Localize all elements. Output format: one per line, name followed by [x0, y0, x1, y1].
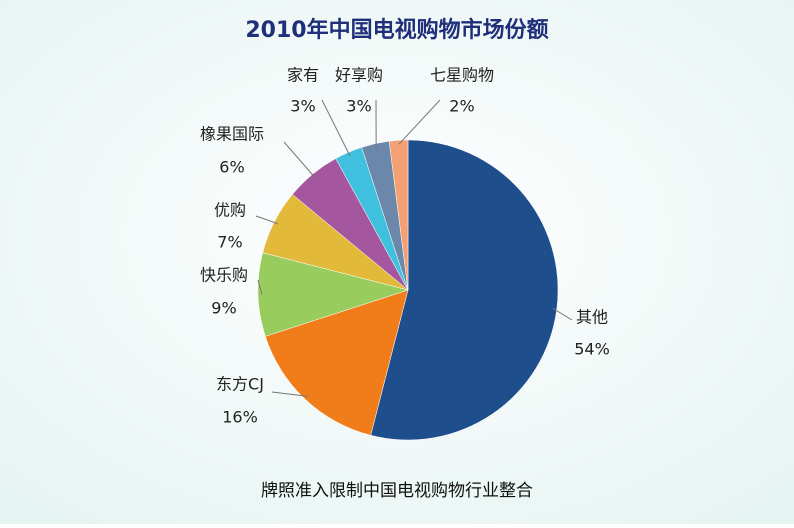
- slice-label: 东方CJ: [216, 375, 264, 394]
- slice-value-label: 3%: [346, 97, 371, 116]
- chart-title: 2010年中国电视购物市场份额: [245, 17, 548, 43]
- slice-label: 优购: [214, 201, 246, 220]
- slice-label: 橡果国际: [200, 125, 264, 144]
- slice-value-label: 2%: [449, 97, 474, 116]
- slice-value-label: 7%: [217, 233, 242, 252]
- slice-value-label: 3%: [290, 97, 315, 116]
- slice-value-label: 6%: [219, 158, 244, 177]
- slice-label: 其他: [576, 308, 608, 327]
- slice-value-label: 16%: [222, 408, 258, 427]
- slice-label: 家有: [287, 66, 319, 85]
- caption: 牌照准入限制中国电视购物行业整合: [261, 481, 533, 501]
- slice-value-label: 9%: [211, 299, 236, 318]
- slice-label: 七星购物: [430, 66, 494, 85]
- slice-label: 快乐购: [200, 266, 248, 285]
- slice-value-label: 54%: [574, 340, 610, 359]
- slice-label: 好享购: [335, 66, 383, 85]
